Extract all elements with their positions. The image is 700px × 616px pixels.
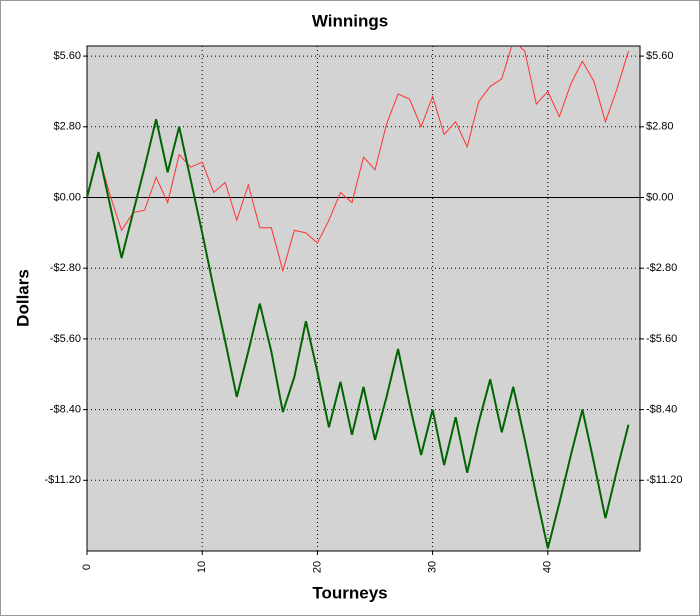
y-tick-label: $2.80 [53, 121, 81, 133]
y-tick-label: -$11.20 [45, 474, 82, 486]
data-line [87, 118, 630, 549]
y-tick-label-right: $0.00 [646, 191, 674, 203]
x-axis-title: Tourneys [312, 583, 387, 602]
x-tick-label: 30 [427, 561, 439, 573]
y-axis-title: Dollars [13, 269, 32, 327]
y-tick-label-right: -$8.40 [646, 404, 677, 416]
x-tick-label: 40 [542, 561, 554, 573]
y-tick-label: -$8.40 [50, 404, 81, 416]
plot-area [87, 46, 640, 551]
y-tick-label-right: -$2.80 [646, 262, 677, 274]
y-tick-label-right: $2.80 [646, 121, 674, 133]
y-tick-label: -$2.80 [50, 262, 81, 274]
x-tick-label: 10 [196, 561, 208, 573]
data-line [87, 46, 629, 273]
x-tick-label: 0 [81, 564, 93, 570]
chart-title: Winnings [312, 11, 388, 30]
y-tick-label-right: -$5.60 [646, 333, 677, 345]
y-tick-label-right: $5.60 [646, 50, 674, 62]
y-tick-label: $5.60 [53, 50, 81, 62]
y-tick-label: $0.00 [53, 191, 81, 203]
x-tick-label: 20 [311, 561, 323, 573]
y-tick-label: -$5.60 [50, 333, 81, 345]
y-tick-label-right: -$11.20 [646, 474, 683, 486]
plot-border [86, 45, 641, 552]
